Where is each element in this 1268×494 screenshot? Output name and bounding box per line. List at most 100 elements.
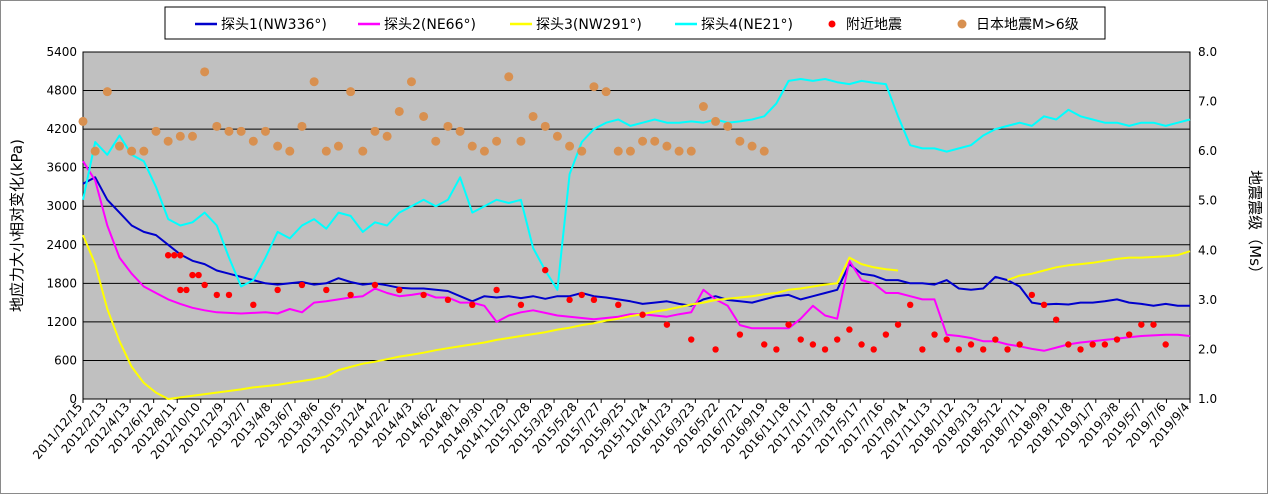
legend: 探头1(NW336°) 探头2(NE66°) 探头3(NW291°) 探头4(NE21… bbox=[164, 6, 1106, 40]
y-tick-label: 2400 bbox=[46, 238, 77, 252]
japan-quake-point bbox=[625, 146, 635, 156]
local-quake-point bbox=[663, 321, 671, 328]
local-quake-point bbox=[834, 336, 841, 343]
local-quake-point bbox=[183, 286, 190, 294]
japan-quake-point bbox=[382, 131, 392, 141]
local-quake-point bbox=[773, 346, 780, 353]
japan-quake-point bbox=[686, 146, 696, 156]
japan-quake-point bbox=[552, 131, 562, 141]
legend-label-p2: 探头2(NE66°) bbox=[384, 17, 476, 33]
japan-quake-point bbox=[406, 77, 416, 87]
japan-quake-point bbox=[747, 141, 757, 151]
y2-tick-label: 6.0 bbox=[1198, 144, 1217, 158]
japan-quake-point bbox=[248, 136, 258, 146]
japan-quake-point bbox=[139, 146, 149, 156]
japan-quake-point bbox=[419, 111, 429, 121]
y-tick-label: 4200 bbox=[46, 122, 77, 136]
y2-axis-title: 地震震级（Ms） bbox=[1246, 170, 1264, 281]
japan-quake-point bbox=[467, 141, 477, 151]
legend-label-p3: 探头3(NW291°) bbox=[536, 17, 642, 33]
local-quake-point bbox=[1125, 331, 1133, 338]
japan-quake-point bbox=[565, 141, 575, 151]
japan-quake-point bbox=[200, 67, 210, 77]
local-quake-point bbox=[809, 341, 817, 348]
y-tick-label: 1800 bbox=[46, 276, 77, 290]
local-quake-point bbox=[943, 336, 950, 343]
local-quake-point bbox=[1150, 321, 1157, 328]
local-quake-point bbox=[1138, 321, 1145, 328]
local-quake-point bbox=[1028, 291, 1036, 299]
local-quake-point bbox=[347, 291, 354, 299]
japan-quake-point bbox=[674, 146, 684, 156]
local-quake-point bbox=[298, 281, 306, 289]
y-tick-label: 5400 bbox=[46, 45, 77, 59]
local-quake-point bbox=[195, 271, 202, 279]
series-line-4 bbox=[1007, 250, 1191, 282]
japan-quake-point bbox=[163, 136, 173, 146]
local-quake-point bbox=[858, 341, 865, 348]
local-quake-point bbox=[469, 301, 476, 309]
local-quake-point bbox=[164, 252, 172, 259]
local-quake-point bbox=[894, 321, 902, 328]
japan-quake-point bbox=[443, 121, 453, 131]
japan-quake-point bbox=[175, 131, 185, 141]
local-quake-point bbox=[225, 291, 233, 299]
local-quake-point bbox=[931, 331, 938, 338]
y2-tick-label: 5.0 bbox=[1198, 194, 1217, 208]
legend-swatch-eq1 bbox=[828, 20, 836, 28]
local-quake-point bbox=[761, 341, 768, 348]
japan-quake-point bbox=[723, 121, 733, 131]
japan-quake-point bbox=[127, 146, 137, 156]
japan-quake-point bbox=[102, 87, 112, 97]
local-quake-point bbox=[542, 266, 549, 274]
legend-label-p1: 探头1(NW336°) bbox=[221, 17, 327, 33]
japan-quake-point bbox=[187, 131, 197, 141]
series-line-3 bbox=[82, 234, 899, 400]
local-quake-point bbox=[1077, 346, 1084, 353]
legend-swatch-eq2 bbox=[957, 19, 967, 29]
local-quake-point bbox=[517, 301, 525, 309]
local-quake-point bbox=[323, 286, 330, 294]
japan-quake-point bbox=[358, 146, 368, 156]
local-quake-point bbox=[274, 286, 281, 294]
plot-area: 0 600 1200 1800 2400 3000 3600 4200 4800 5400 1.0 2… bbox=[30, 45, 1217, 462]
local-quake-point bbox=[846, 326, 853, 333]
local-quake-point bbox=[1065, 341, 1072, 348]
y2-tick-label: 8.0 bbox=[1198, 45, 1217, 59]
local-quake-point bbox=[1101, 341, 1109, 348]
japan-quake-point bbox=[492, 136, 502, 146]
local-quake-point bbox=[979, 346, 987, 353]
local-quake-point bbox=[1004, 346, 1011, 353]
y-tick-label: 600 bbox=[54, 353, 77, 367]
japan-quake-point bbox=[711, 116, 721, 126]
local-quake-point bbox=[785, 321, 792, 328]
japan-quake-point bbox=[370, 126, 380, 136]
japan-quake-point bbox=[698, 102, 708, 112]
japan-quake-point bbox=[735, 136, 745, 146]
local-quake-point bbox=[688, 336, 695, 343]
japan-quake-point bbox=[662, 141, 672, 151]
local-quake-point bbox=[1040, 301, 1048, 309]
local-quake-point bbox=[1052, 316, 1060, 323]
y2-tick-label: 7.0 bbox=[1198, 95, 1217, 109]
plot-background bbox=[82, 51, 1191, 400]
local-quake-point bbox=[821, 346, 829, 353]
local-quake-point bbox=[578, 291, 585, 299]
japan-quake-point bbox=[528, 111, 538, 121]
japan-quake-point bbox=[613, 146, 623, 156]
japan-quake-point bbox=[114, 141, 124, 151]
y2-tick-label: 3.0 bbox=[1198, 293, 1217, 307]
japan-quake-point bbox=[346, 87, 356, 97]
local-quake-point bbox=[189, 271, 196, 279]
legend-label-eq1: 附近地震 bbox=[846, 17, 902, 33]
local-quake-point bbox=[371, 281, 379, 289]
local-quake-point bbox=[171, 252, 178, 259]
japan-quake-point bbox=[589, 82, 599, 92]
japan-quake-point bbox=[224, 126, 234, 136]
local-quake-point bbox=[1113, 336, 1121, 343]
local-quake-point bbox=[177, 252, 184, 259]
japan-quake-point bbox=[212, 121, 222, 131]
local-quake-point bbox=[566, 296, 573, 304]
y-axis-title: 地应力大小相对变化(kPa) bbox=[8, 139, 26, 312]
y-tick-label: 3000 bbox=[46, 199, 77, 213]
